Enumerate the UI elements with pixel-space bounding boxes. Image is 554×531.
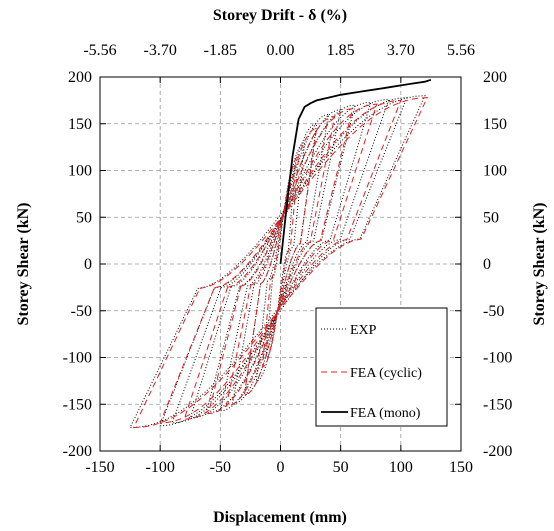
y-tick-label-right: 0 bbox=[483, 256, 491, 273]
y-tick-label-left: -100 bbox=[63, 350, 92, 367]
y-tick-label-left: -150 bbox=[63, 396, 92, 413]
y-tick-label-left: 200 bbox=[68, 69, 92, 86]
x-tick-label: 0 bbox=[277, 459, 285, 476]
y-tick-label-left: 0 bbox=[84, 256, 92, 273]
y-tick-label-right: -150 bbox=[483, 396, 512, 413]
hysteresis-loop bbox=[159, 99, 402, 424]
y-axis-title-left: Storey Shear (kN) bbox=[15, 203, 32, 326]
y-tick-label-left: 50 bbox=[76, 209, 92, 226]
y-tick-label-left: -200 bbox=[63, 443, 92, 460]
series-fea-mono bbox=[279, 78, 432, 265]
y-tick-label-right: 50 bbox=[483, 209, 499, 226]
y-tick-label-right: 100 bbox=[483, 163, 507, 180]
x-tick-label: 50 bbox=[333, 459, 349, 476]
y-tick-label-right: -100 bbox=[483, 350, 512, 367]
x-tick-label: -50 bbox=[210, 459, 231, 476]
x-tick-label: -100 bbox=[146, 459, 175, 476]
hysteresis-loop bbox=[159, 97, 408, 427]
top-tick-label: 3.70 bbox=[387, 42, 415, 59]
x-axis-title: Displacement (mm) bbox=[213, 509, 347, 526]
y-tick-label-left: -50 bbox=[71, 303, 92, 320]
y-tick-label-right: -200 bbox=[483, 443, 512, 460]
hysteresis-loop bbox=[207, 108, 354, 415]
hysteresis-loop bbox=[183, 103, 378, 420]
hysteresis-loop bbox=[265, 165, 296, 359]
legend-label-fea-cyclic: FEA (cyclic) bbox=[350, 366, 422, 381]
legend-box bbox=[315, 307, 448, 427]
top-tick-label: -3.70 bbox=[144, 42, 177, 59]
legend-label-fea-mono: FEA (mono) bbox=[350, 406, 421, 421]
x-tick-label: -150 bbox=[85, 459, 114, 476]
y-tick-label-left: 100 bbox=[68, 163, 92, 180]
y-tick-label-right: -50 bbox=[483, 303, 504, 320]
top-tick-label: -1.85 bbox=[204, 42, 237, 59]
y-tick-label-right: 200 bbox=[483, 69, 507, 86]
top-axis-title: Storey Drift - δ (%) bbox=[213, 7, 347, 24]
hysteresis-loop bbox=[132, 97, 429, 429]
hysteresis-loop bbox=[189, 101, 372, 419]
legend-label-exp: EXP bbox=[350, 323, 377, 338]
hysteresis-loop bbox=[219, 109, 342, 412]
y-axis-title-right: Storey Shear (kN) bbox=[531, 203, 548, 326]
data-curves bbox=[129, 78, 432, 429]
top-tick-label: 5.56 bbox=[447, 42, 475, 59]
top-tick-label: -5.56 bbox=[83, 42, 116, 59]
top-tick-label: 1.85 bbox=[327, 42, 355, 59]
legend: EXP FEA (cyclic) FEA (mono) bbox=[315, 307, 448, 427]
x-tick-label: 100 bbox=[389, 459, 413, 476]
y-tick-label-left: 150 bbox=[68, 116, 92, 133]
hysteresis-loop bbox=[205, 104, 356, 415]
top-tick-label: 0.00 bbox=[267, 42, 295, 59]
axis-ticks: -150 -100 -50 0 50 100 150 -5.56 -3.70 -1.85 0.00 1… bbox=[63, 42, 513, 476]
mono-curve bbox=[279, 78, 432, 265]
x-tick-label: 150 bbox=[449, 459, 473, 476]
hysteresis-loop bbox=[243, 127, 318, 396]
y-tick-label-right: 150 bbox=[483, 116, 507, 133]
